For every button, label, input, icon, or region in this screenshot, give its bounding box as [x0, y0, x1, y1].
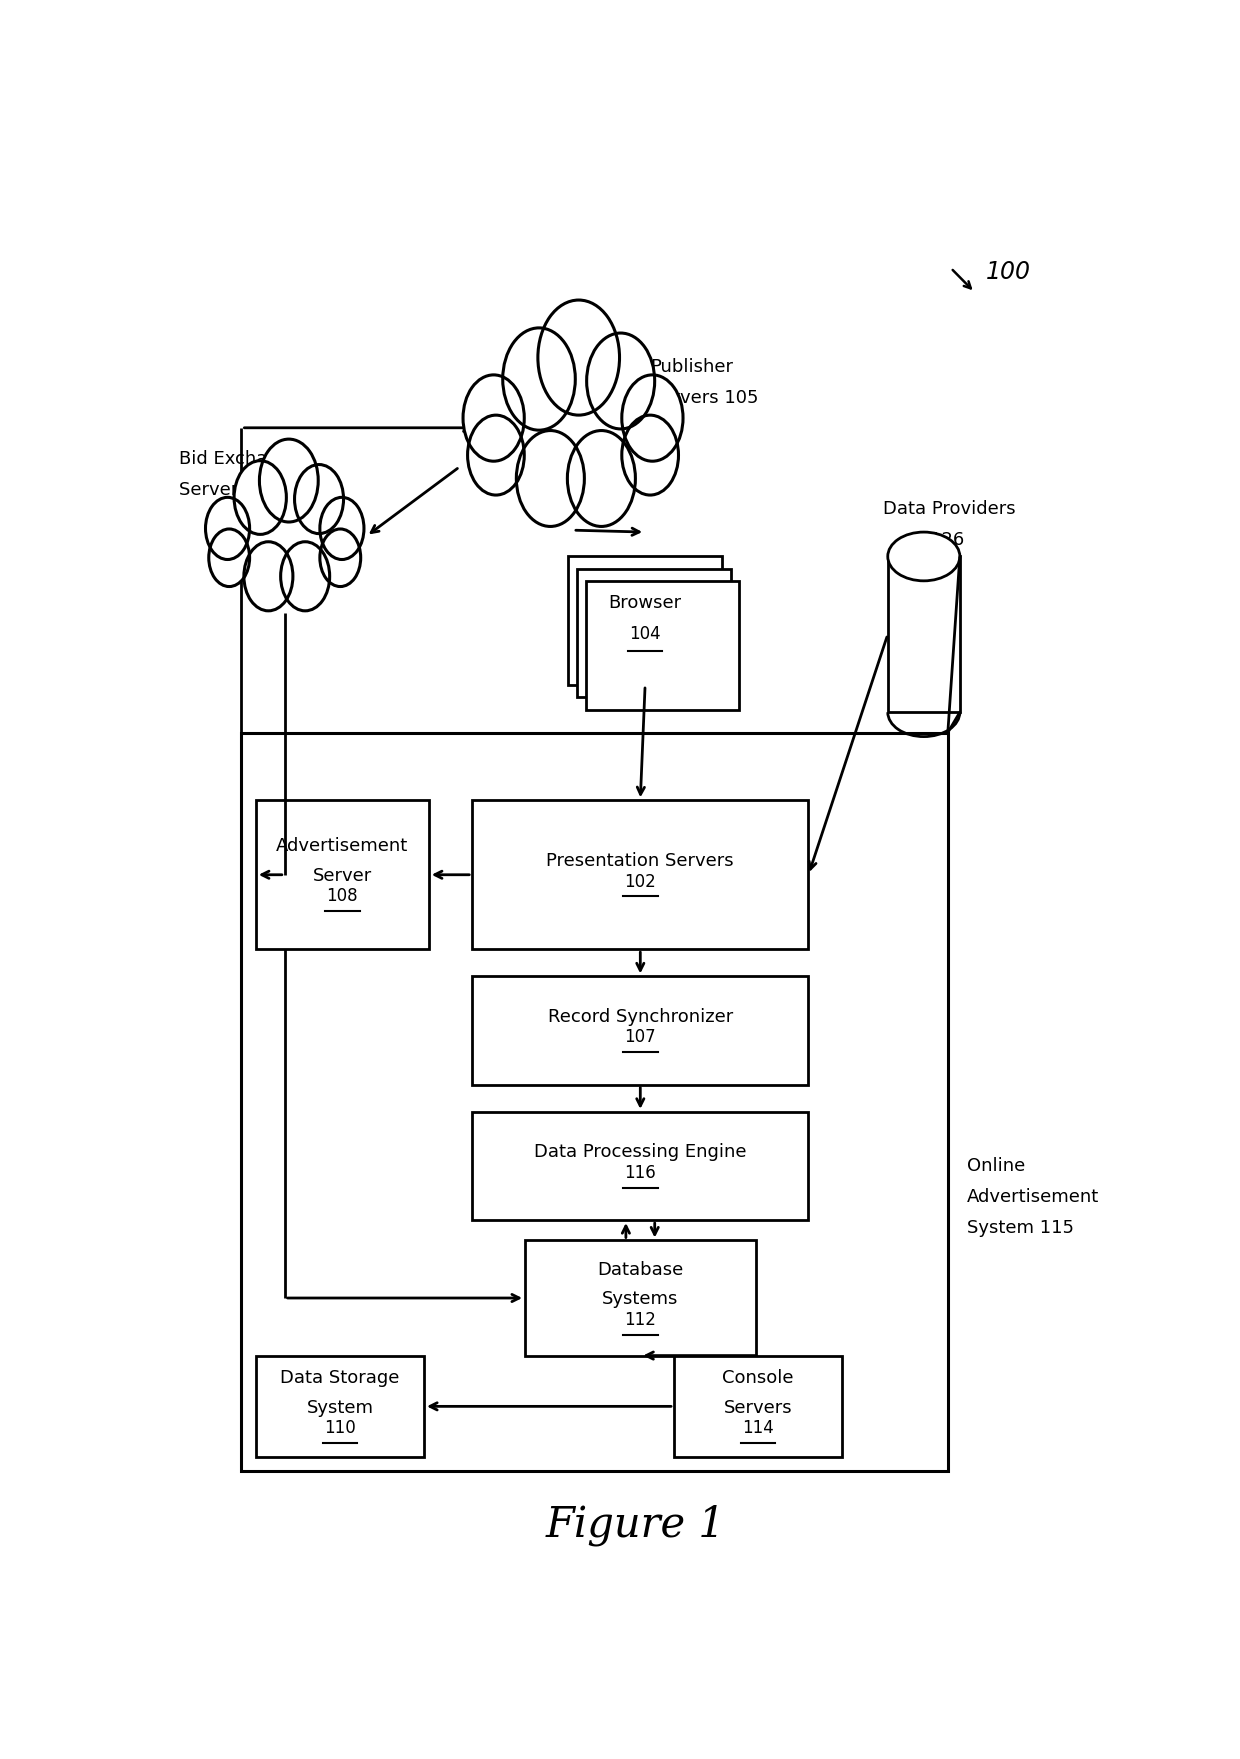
Text: 112: 112: [625, 1310, 656, 1328]
Text: 100: 100: [986, 260, 1032, 283]
Text: 114: 114: [743, 1420, 774, 1437]
Circle shape: [259, 440, 319, 522]
Circle shape: [244, 542, 293, 610]
Circle shape: [568, 431, 635, 526]
Text: 116: 116: [625, 1164, 656, 1182]
Circle shape: [320, 529, 361, 586]
Text: Servers: Servers: [724, 1398, 792, 1416]
Text: Data Storage: Data Storage: [280, 1369, 399, 1386]
Text: Advertisement: Advertisement: [967, 1187, 1100, 1207]
Text: Data Processing Engine: Data Processing Engine: [534, 1143, 746, 1161]
Circle shape: [206, 498, 249, 559]
Text: Servers 105: Servers 105: [650, 389, 759, 406]
Text: Data Providers: Data Providers: [883, 500, 1016, 519]
Ellipse shape: [888, 531, 960, 580]
Bar: [577, 568, 730, 697]
Text: 102: 102: [625, 872, 656, 890]
Text: 108: 108: [326, 888, 358, 906]
Bar: [525, 1240, 755, 1356]
Circle shape: [516, 431, 584, 526]
Bar: [472, 976, 808, 1085]
Circle shape: [463, 375, 525, 461]
Circle shape: [295, 464, 343, 533]
Bar: [675, 1356, 842, 1456]
Text: Presentation Servers: Presentation Servers: [547, 851, 734, 871]
Text: Advertisement: Advertisement: [277, 837, 408, 855]
Text: 104: 104: [629, 626, 661, 644]
Circle shape: [320, 498, 365, 559]
Circle shape: [467, 415, 525, 494]
Circle shape: [208, 529, 249, 586]
Text: System 115: System 115: [967, 1219, 1074, 1237]
Text: Publisher: Publisher: [650, 357, 733, 376]
Circle shape: [621, 415, 678, 494]
Bar: [568, 556, 722, 686]
Text: Console: Console: [722, 1369, 794, 1386]
Bar: [472, 800, 808, 950]
Text: Record Synchronizer: Record Synchronizer: [548, 1008, 733, 1025]
Circle shape: [587, 332, 655, 429]
Bar: [255, 1356, 424, 1456]
Text: Bid Exchange: Bid Exchange: [179, 450, 301, 468]
Text: Systems: Systems: [603, 1291, 678, 1309]
Bar: [585, 580, 739, 709]
Text: Database: Database: [598, 1261, 683, 1279]
Text: Servers 106: Servers 106: [179, 482, 288, 500]
Circle shape: [502, 327, 575, 431]
Bar: [242, 732, 947, 1471]
Text: Online: Online: [967, 1157, 1025, 1175]
Circle shape: [538, 301, 620, 415]
Circle shape: [280, 542, 330, 610]
Text: 107: 107: [625, 1029, 656, 1047]
Bar: [888, 556, 960, 712]
Text: 110: 110: [324, 1420, 356, 1437]
Circle shape: [621, 375, 683, 461]
Bar: [255, 800, 429, 950]
Text: 126: 126: [930, 531, 963, 549]
Text: Server: Server: [312, 867, 372, 885]
Text: System: System: [306, 1398, 373, 1416]
Circle shape: [234, 461, 286, 535]
Bar: [472, 1112, 808, 1221]
Text: Figure 1: Figure 1: [546, 1504, 725, 1546]
Text: Browser: Browser: [609, 595, 682, 612]
